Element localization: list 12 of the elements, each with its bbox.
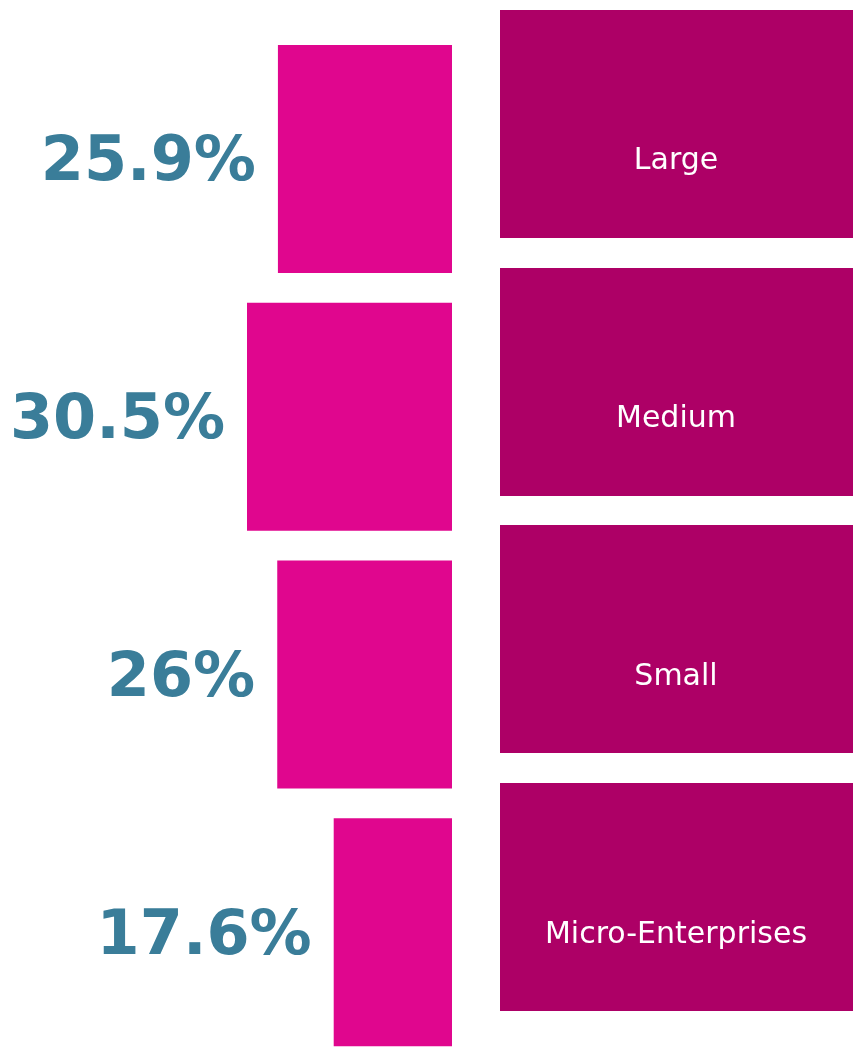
data-label: 30.5% <box>9 380 225 454</box>
data-label: 17.6% <box>96 895 312 969</box>
y-tick-label: Large <box>633 141 719 177</box>
data-label: 25.9% <box>40 122 256 196</box>
y-tick-label: Small <box>634 656 718 692</box>
y-tick-label: Micro-Enterprises <box>544 914 808 950</box>
y-tick-label: Medium <box>616 399 736 435</box>
bar <box>333 818 452 1047</box>
bar <box>277 560 452 789</box>
bar <box>247 302 452 531</box>
bar <box>277 44 452 273</box>
data-label: 26% <box>106 637 256 711</box>
